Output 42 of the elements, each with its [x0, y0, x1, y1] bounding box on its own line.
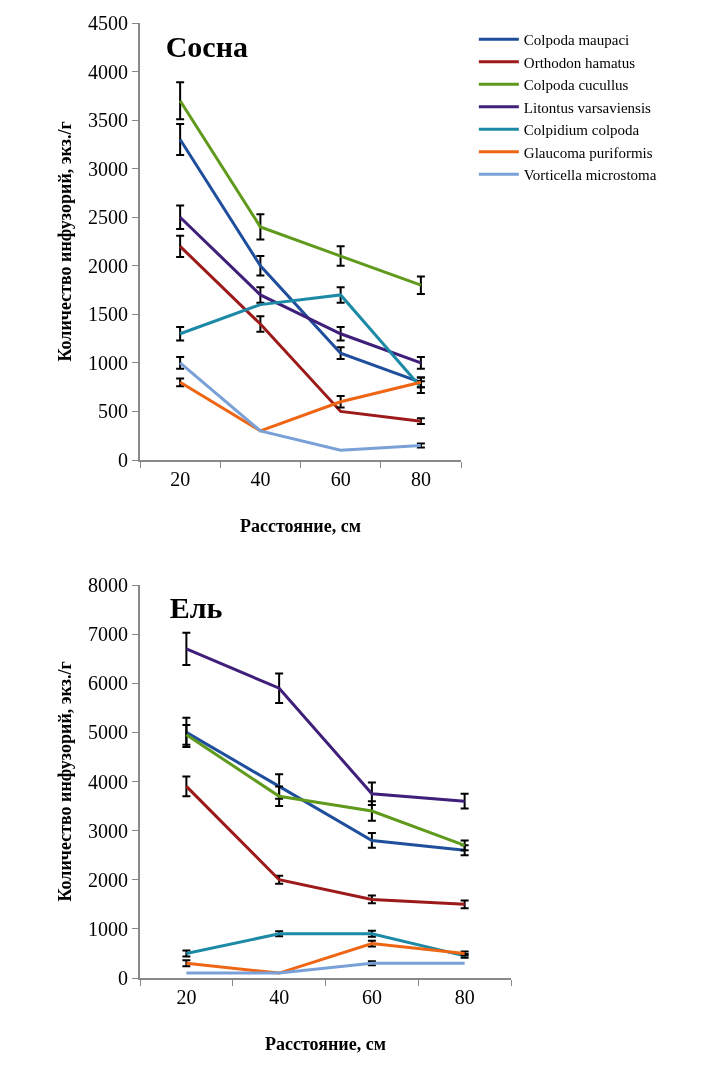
legend-label: Litontus varsaviensis [523, 99, 652, 116]
line-series [178, 99, 423, 287]
chart-title: Сосна [165, 30, 248, 64]
y-tick-label: 1000 [88, 917, 128, 940]
y-tick-label: 500 [98, 400, 128, 423]
legend-label: Orthodon hamatus [523, 54, 636, 71]
y-tick-label: 3500 [88, 109, 128, 132]
y-tick-label: 2000 [88, 868, 128, 891]
y-axis-title: Количество инфузорий, экз./г [54, 121, 75, 362]
line-series [184, 647, 467, 803]
chart-title: Ель [169, 590, 223, 624]
y-tick-label: 4000 [88, 60, 128, 83]
legend-label: Colpidium colpoda [523, 122, 640, 139]
x-tick-label: 60 [361, 986, 382, 1008]
x-tick-label: 20 [170, 468, 191, 490]
x-tick-label: 80 [454, 986, 475, 1008]
legend-label: Glaucoma puriformis [523, 144, 653, 161]
y-tick-label: 4000 [88, 770, 128, 793]
y-axis-title: Количество инфузорий, экз./г [54, 661, 75, 902]
x-tick-label: 40 [269, 986, 290, 1008]
x-axis-title: Расстояние, см [240, 515, 361, 536]
y-tick-label: 8000 [88, 574, 128, 596]
y-tick-label: 7000 [88, 623, 128, 646]
y-tick-label: 0 [118, 449, 128, 471]
y-tick-label: 0 [118, 967, 128, 989]
legend-label: Colpoda maupaci [523, 32, 630, 49]
y-tick-label: 5000 [88, 721, 128, 744]
x-tick-label: 40 [250, 468, 271, 490]
y-tick-label: 4500 [88, 12, 128, 34]
y-tick-label: 2500 [88, 206, 128, 229]
legend-label: Vorticella microstoma [523, 167, 657, 184]
y-tick-label: 2000 [88, 254, 128, 277]
x-tick-label: 60 [330, 468, 351, 490]
x-axis-title: Расстояние, см [265, 1033, 386, 1054]
y-tick-label: 3000 [88, 819, 128, 842]
y-tick-label: 6000 [88, 672, 128, 695]
x-tick-label: 80 [410, 468, 431, 490]
y-tick-label: 1500 [88, 303, 128, 326]
y-tick-label: 3000 [88, 157, 128, 180]
legend-label: Colpoda cucullus [523, 77, 629, 94]
y-tick-label: 1000 [88, 351, 128, 374]
x-tick-label: 20 [176, 986, 197, 1008]
